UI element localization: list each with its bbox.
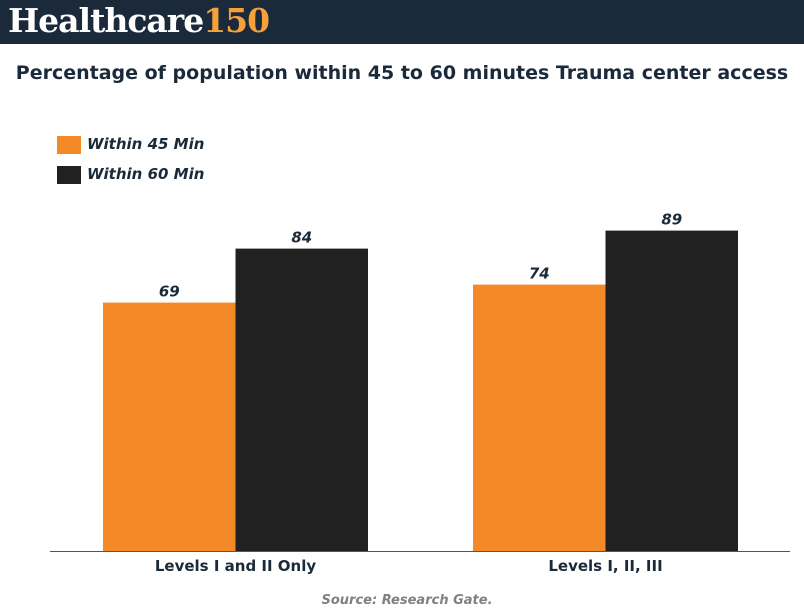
legend-label-within-45: Within 45 Min	[87, 135, 205, 153]
bar	[605, 230, 738, 551]
data-label: 89	[661, 211, 682, 229]
legend-swatch-within-60	[57, 166, 81, 184]
legend-swatch-within-45	[57, 136, 81, 154]
bar	[473, 284, 606, 551]
bar	[235, 248, 368, 551]
data-label: 84	[291, 229, 312, 247]
logo-word: Healthcare	[8, 1, 204, 40]
logo-number: 150	[203, 1, 270, 40]
header-bar: Healthcare150	[0, 0, 804, 44]
x-tick-label: Levels I, II, III	[548, 557, 662, 575]
bar	[103, 302, 236, 551]
data-label: 69	[159, 283, 180, 301]
source-note: Source: Research Gate.	[321, 593, 493, 608]
x-tick-label: Levels I and II Only	[155, 557, 316, 575]
brand-logo[interactable]: Healthcare150	[8, 0, 270, 44]
legend-label-within-60: Within 60 Min	[87, 165, 205, 183]
data-label: 74	[529, 265, 550, 283]
chart-title: Percentage of population within 45 to 60…	[15, 62, 789, 84]
